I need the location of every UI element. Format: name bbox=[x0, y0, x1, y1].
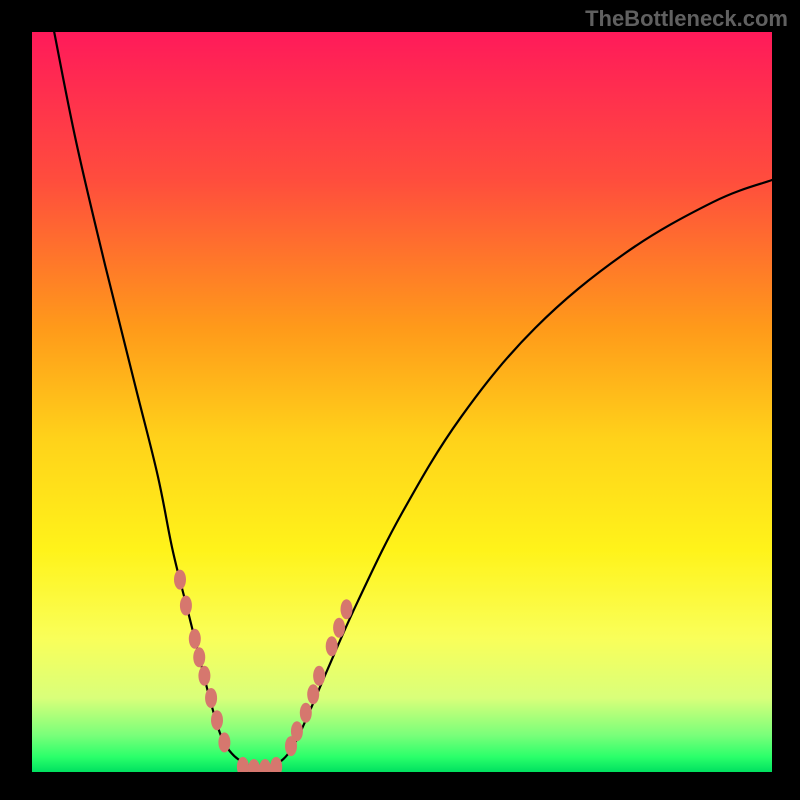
marker-bottom bbox=[270, 757, 282, 772]
marker-right bbox=[333, 618, 345, 638]
marker-bottom bbox=[248, 759, 260, 772]
watermark-text: TheBottleneck.com bbox=[585, 6, 788, 32]
marker-right bbox=[326, 636, 338, 656]
curve-layer bbox=[32, 32, 772, 772]
marker-left bbox=[205, 688, 217, 708]
marker-right bbox=[313, 666, 325, 686]
plot-area bbox=[32, 32, 772, 772]
marker-left bbox=[193, 647, 205, 667]
marker-bottom bbox=[259, 759, 271, 772]
marker-left bbox=[174, 570, 186, 590]
marker-right bbox=[300, 703, 312, 723]
marker-left bbox=[211, 710, 223, 730]
marker-right bbox=[341, 599, 353, 619]
marker-left bbox=[180, 596, 192, 616]
marker-left bbox=[218, 732, 230, 752]
bottleneck-curve bbox=[54, 32, 772, 770]
marker-right bbox=[291, 721, 303, 741]
data-markers bbox=[174, 570, 353, 772]
marker-left bbox=[189, 629, 201, 649]
marker-right bbox=[307, 684, 319, 704]
marker-left bbox=[198, 666, 210, 686]
